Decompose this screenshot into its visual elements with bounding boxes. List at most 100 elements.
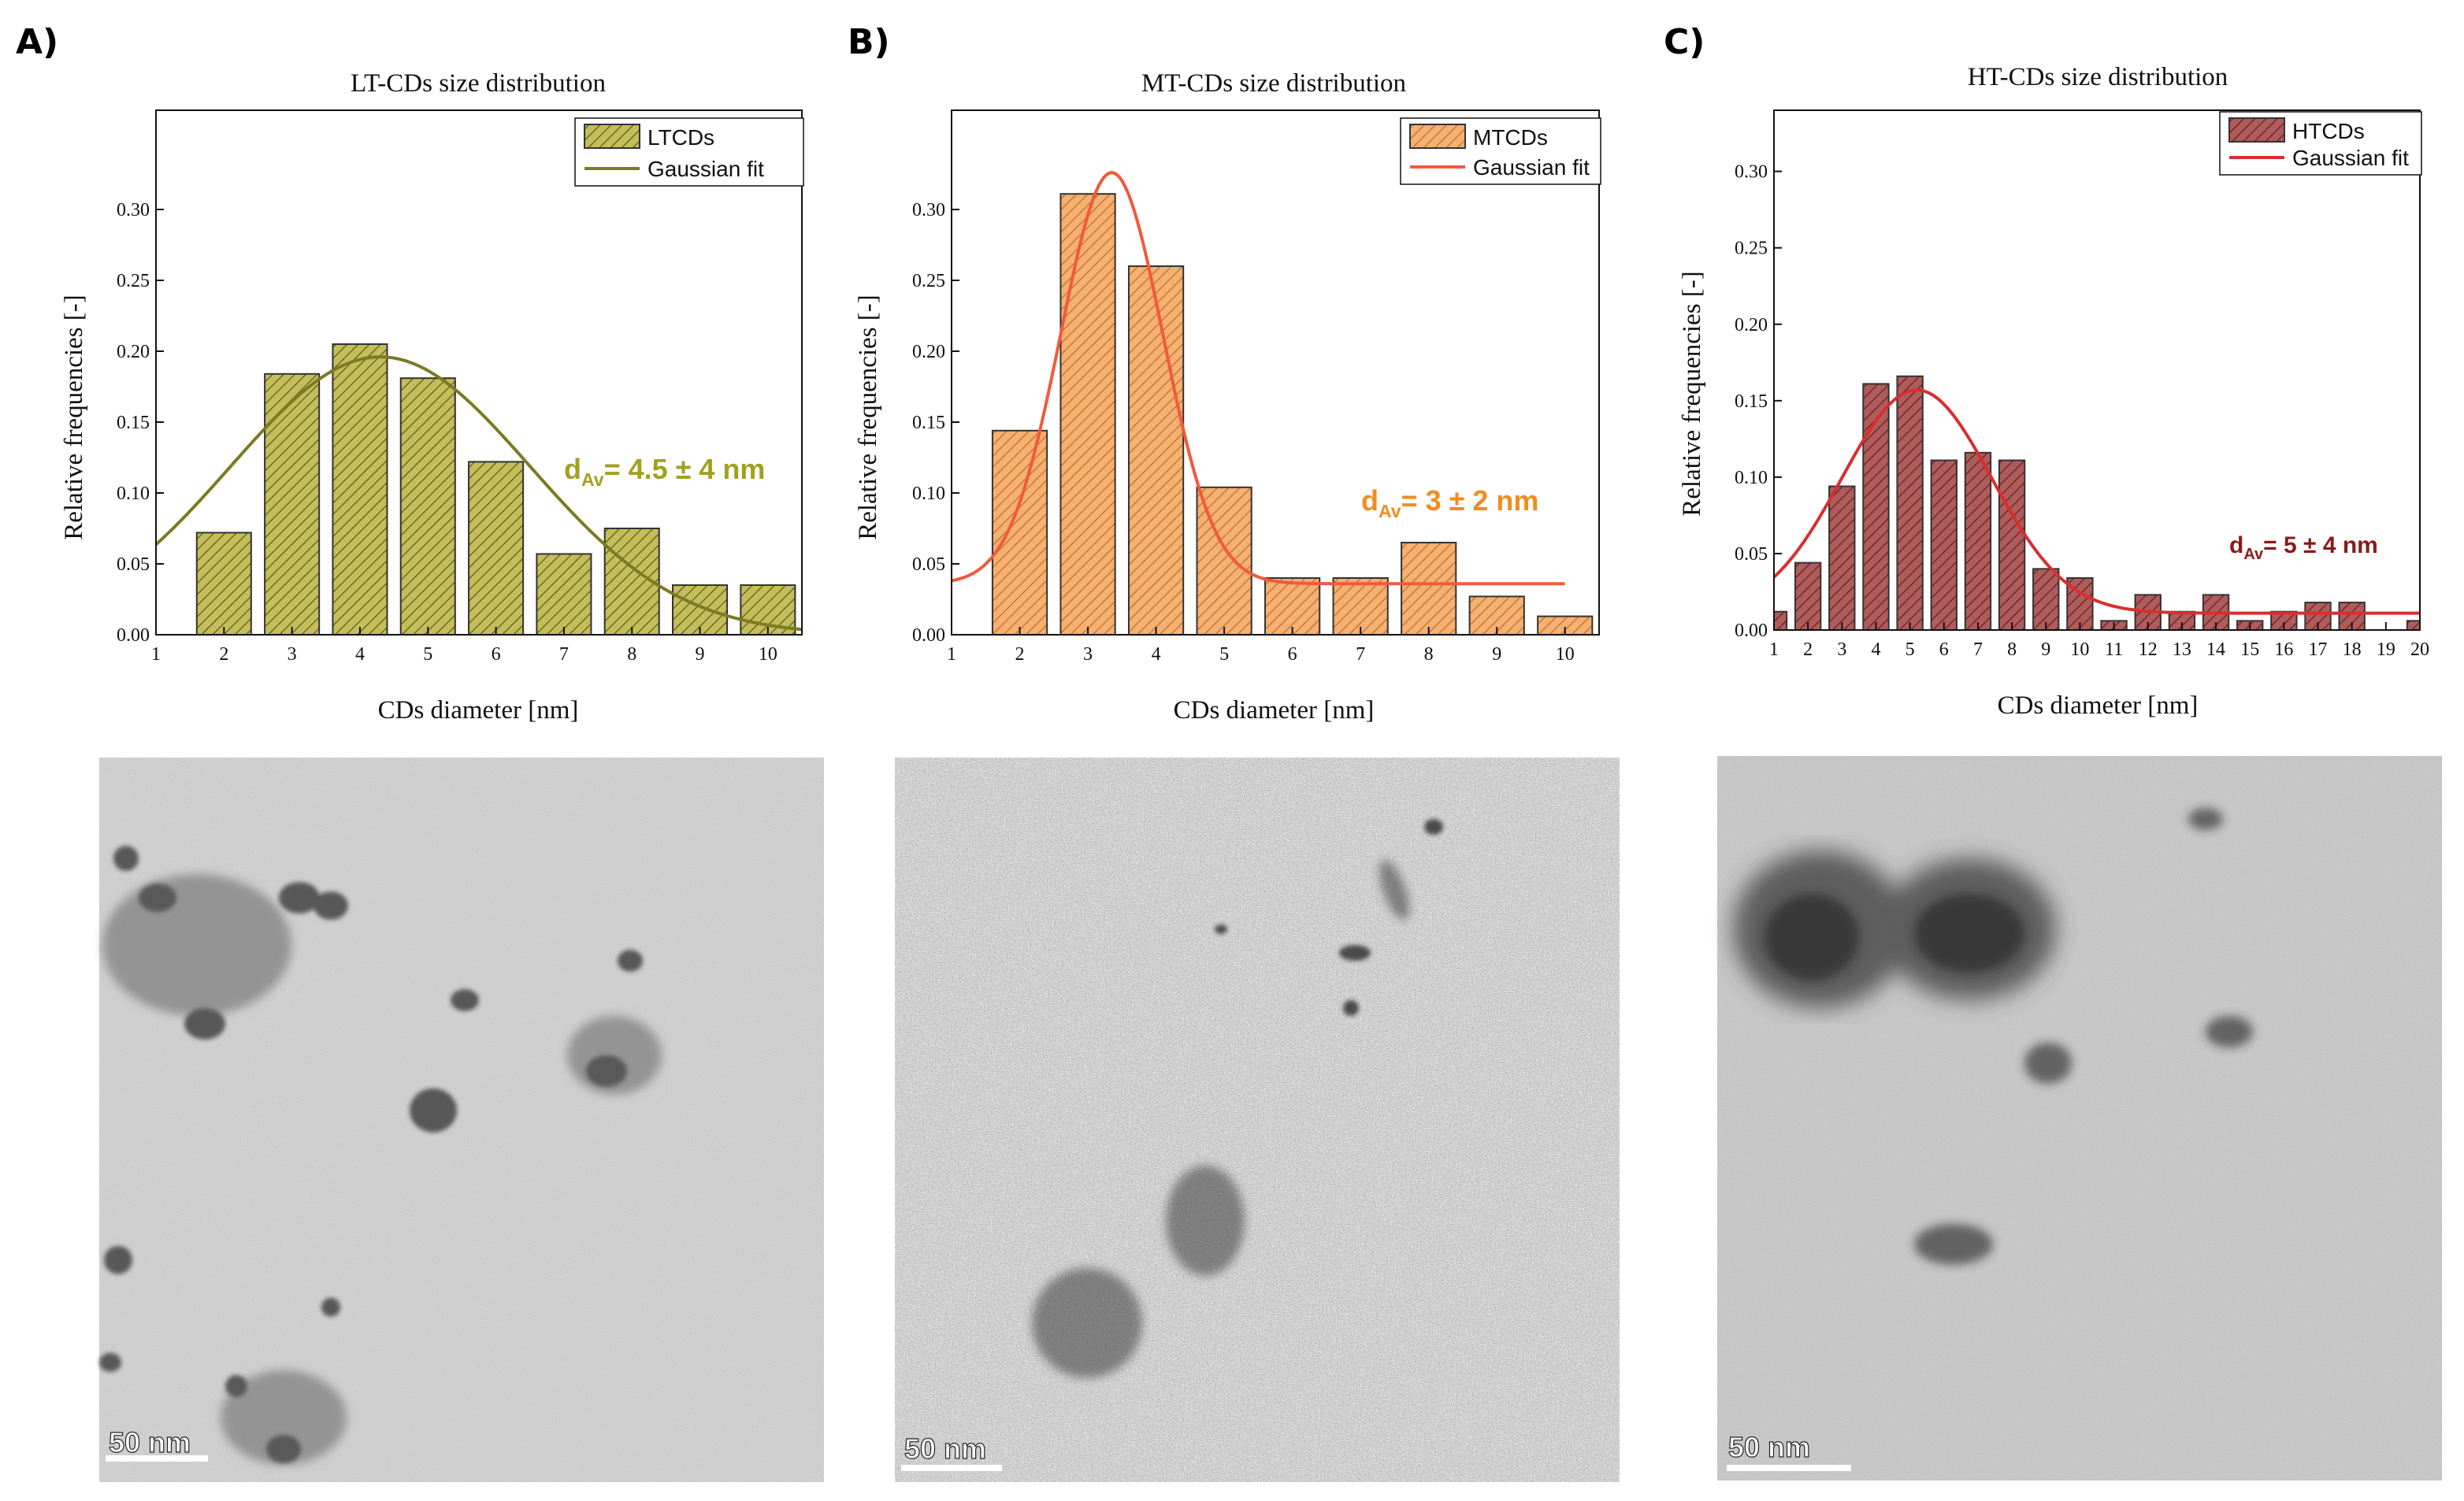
plot-area: 0.000.050.100.150.200.250.301 2 3 4 5 6 7 8 9 10 1…: [1735, 109, 2429, 660]
y-tick-label: 0.15: [1735, 391, 1768, 412]
x-tick-label: 1: [151, 644, 161, 665]
bar: [195, 532, 252, 636]
bar: [1264, 577, 1321, 636]
x-tick-label: 10: [1556, 644, 1575, 665]
x-tick-label: 8: [1424, 644, 1434, 665]
bar: [2032, 568, 2060, 632]
plot-area: 0.00 0.05 0.10 0.15 0.20 0.25 0.30 1 2 3 4 5 6 7 8 9 10 M…: [912, 109, 1601, 665]
legend-swatch: [1409, 124, 1466, 149]
y-tick-label: 0.00: [117, 625, 150, 646]
bar: [1401, 542, 1457, 636]
y-tick-label: 0.20: [1735, 315, 1768, 335]
chart-ht-cds: HT-CDs size distribution Relative freque…: [1678, 63, 2429, 720]
y-tick-label: 0.10: [117, 484, 150, 504]
legend-label: MTCDs: [1473, 125, 1548, 150]
x-tick-label: 7: [1973, 639, 1983, 660]
x-tick-label: 5: [1906, 639, 1915, 660]
x-axis-label: CDs diameter [nm]: [1174, 696, 1375, 725]
x-tick-label: 6: [1288, 644, 1297, 665]
average-diameter-annotation: dAv= 4.5 ± 4 nm: [564, 453, 765, 490]
y-tick-label: 0.05: [117, 554, 150, 575]
x-tick-label: 2: [1015, 644, 1025, 665]
x-tick-label: 11: [2105, 639, 2123, 660]
x-tick-label: 1: [1769, 639, 1779, 660]
x-tick-label: 10: [2070, 639, 2089, 660]
legend-label: Gaussian fit: [648, 157, 764, 181]
y-tick-label: 0.25: [1735, 239, 1768, 259]
y-tick-label: 0.10: [912, 484, 945, 504]
scale-bar-label: 50 nm: [109, 1426, 191, 1458]
gaussian-fit-line: [154, 355, 803, 632]
panel-letter-c: C): [1664, 22, 1705, 62]
bar: [672, 584, 729, 636]
bar: [1964, 451, 1992, 632]
y-tick-label: 0.00: [912, 625, 945, 646]
bar: [2406, 620, 2421, 632]
x-tick-label: 18: [2343, 639, 2362, 660]
y-tick-label: 0.20: [117, 342, 150, 362]
panel-letter-b: B): [848, 22, 890, 62]
legend-swatch: [584, 124, 640, 149]
y-tick-label: 0.00: [1735, 621, 1768, 641]
x-tick-label: 10: [759, 644, 777, 665]
x-tick-label: 2: [219, 644, 228, 665]
y-tick-label: 0.30: [117, 200, 150, 221]
x-tick-label: 3: [288, 644, 297, 665]
x-tick-label: 9: [696, 644, 705, 665]
legend-label: Gaussian fit: [1473, 155, 1590, 180]
x-tick-label: 6: [1939, 639, 1949, 660]
x-axis-label: CDs diameter [nm]: [378, 696, 579, 725]
y-tick-label: 0.05: [1735, 544, 1768, 565]
y-tick-label: 0.30: [1735, 162, 1768, 183]
y-tick-label: 0.20: [912, 342, 945, 362]
y-tick-label: 0.10: [1735, 468, 1768, 488]
x-tick-label: 9: [1492, 644, 1501, 665]
panel-letter-a: A): [16, 22, 58, 62]
bar: [536, 553, 592, 636]
tem-micrograph-lt: 50 nm: [99, 758, 824, 1482]
bar: [1127, 265, 1185, 636]
x-tick-label: 4: [355, 644, 365, 665]
scale-bar-label: 50 nm: [904, 1432, 986, 1465]
x-tick-label: 1: [947, 644, 956, 665]
scale-bar-label: 50 nm: [1728, 1431, 1810, 1463]
y-tick-label: 0.05: [912, 554, 945, 575]
x-tick-label: 14: [2206, 639, 2225, 660]
x-tick-label: 3: [1837, 639, 1846, 660]
x-tick-label: 9: [2041, 639, 2050, 660]
bar: [1059, 193, 1116, 636]
x-tick-label: 15: [2240, 639, 2259, 660]
bar: [468, 461, 525, 636]
bar: [399, 377, 456, 636]
bar: [1998, 459, 2026, 631]
average-diameter-annotation: dAv= 5 ± 4 nm: [2229, 532, 2378, 563]
x-tick-label: 13: [2173, 639, 2191, 660]
x-axis-label: CDs diameter [nm]: [1998, 691, 2199, 720]
y-tick-label: 0.30: [912, 200, 945, 221]
bar: [991, 429, 1048, 636]
x-tick-label: 4: [1152, 644, 1161, 665]
legend-label: LTCDs: [648, 125, 714, 150]
chart-title: LT-CDs size distribution: [351, 69, 606, 98]
bar: [1930, 459, 1957, 631]
legend-label: Gaussian fit: [2292, 146, 2409, 170]
y-axis-label: Relative frequencies [-]: [60, 295, 88, 540]
legend-box: [1400, 117, 1601, 185]
y-axis-label: Relative frequencies [-]: [854, 295, 882, 540]
chart-lt-cds: LT-CDs size distribution Relative freque…: [60, 69, 804, 725]
legend-label: HTCDs: [2292, 119, 2365, 143]
bar: [1332, 577, 1389, 636]
plot-frame: [155, 109, 803, 636]
x-tick-label: 4: [1871, 639, 1880, 660]
tem-micrograph-ht: 50 nm: [1717, 756, 2442, 1481]
y-tick-label: 0.25: [912, 271, 945, 291]
y-tick-label: 0.25: [117, 271, 150, 291]
average-diameter-annotation: dAv= 3 ± 2 nm: [1361, 484, 1538, 521]
x-tick-label: 5: [423, 644, 432, 665]
x-tick-label: 7: [1356, 644, 1365, 665]
bar: [1896, 375, 1924, 631]
x-tick-label: 3: [1083, 644, 1093, 665]
plot-frame: [951, 109, 1600, 636]
gaussian-fit-line: [1772, 388, 2420, 615]
